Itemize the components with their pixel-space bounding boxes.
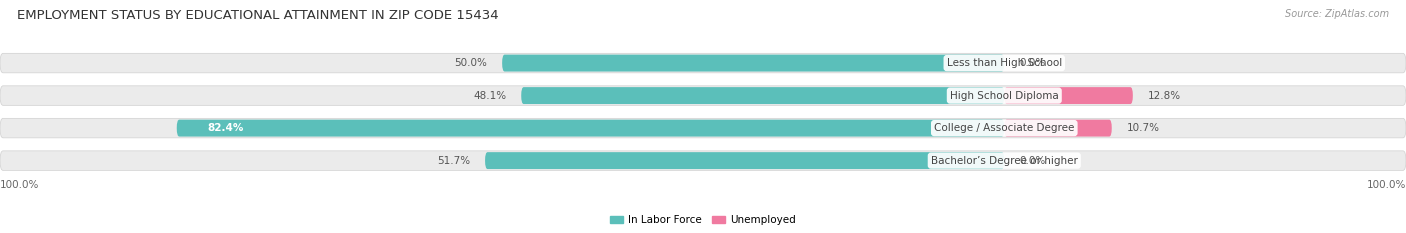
FancyBboxPatch shape <box>0 118 1406 138</box>
Text: 48.1%: 48.1% <box>472 91 506 101</box>
FancyBboxPatch shape <box>1004 87 1133 104</box>
Text: EMPLOYMENT STATUS BY EDUCATIONAL ATTAINMENT IN ZIP CODE 15434: EMPLOYMENT STATUS BY EDUCATIONAL ATTAINM… <box>17 9 499 22</box>
Text: 100.0%: 100.0% <box>1367 180 1406 190</box>
Text: 0.0%: 0.0% <box>1019 58 1046 68</box>
FancyBboxPatch shape <box>0 53 1406 73</box>
FancyBboxPatch shape <box>177 120 1004 137</box>
Legend: In Labor Force, Unemployed: In Labor Force, Unemployed <box>606 211 800 230</box>
Text: College / Associate Degree: College / Associate Degree <box>934 123 1074 133</box>
FancyBboxPatch shape <box>485 152 1004 169</box>
FancyBboxPatch shape <box>502 55 1004 72</box>
Text: 82.4%: 82.4% <box>207 123 243 133</box>
FancyBboxPatch shape <box>522 87 1004 104</box>
Text: 12.8%: 12.8% <box>1147 91 1181 101</box>
Text: 100.0%: 100.0% <box>0 180 39 190</box>
FancyBboxPatch shape <box>0 86 1406 105</box>
Text: High School Diploma: High School Diploma <box>950 91 1059 101</box>
FancyBboxPatch shape <box>0 151 1406 170</box>
Text: 51.7%: 51.7% <box>437 156 470 166</box>
Text: 50.0%: 50.0% <box>454 58 486 68</box>
Text: Source: ZipAtlas.com: Source: ZipAtlas.com <box>1285 9 1389 19</box>
Text: Less than High School: Less than High School <box>946 58 1062 68</box>
Text: Bachelor’s Degree or higher: Bachelor’s Degree or higher <box>931 156 1078 166</box>
Text: 10.7%: 10.7% <box>1126 123 1160 133</box>
FancyBboxPatch shape <box>1004 120 1112 137</box>
Text: 0.0%: 0.0% <box>1019 156 1046 166</box>
